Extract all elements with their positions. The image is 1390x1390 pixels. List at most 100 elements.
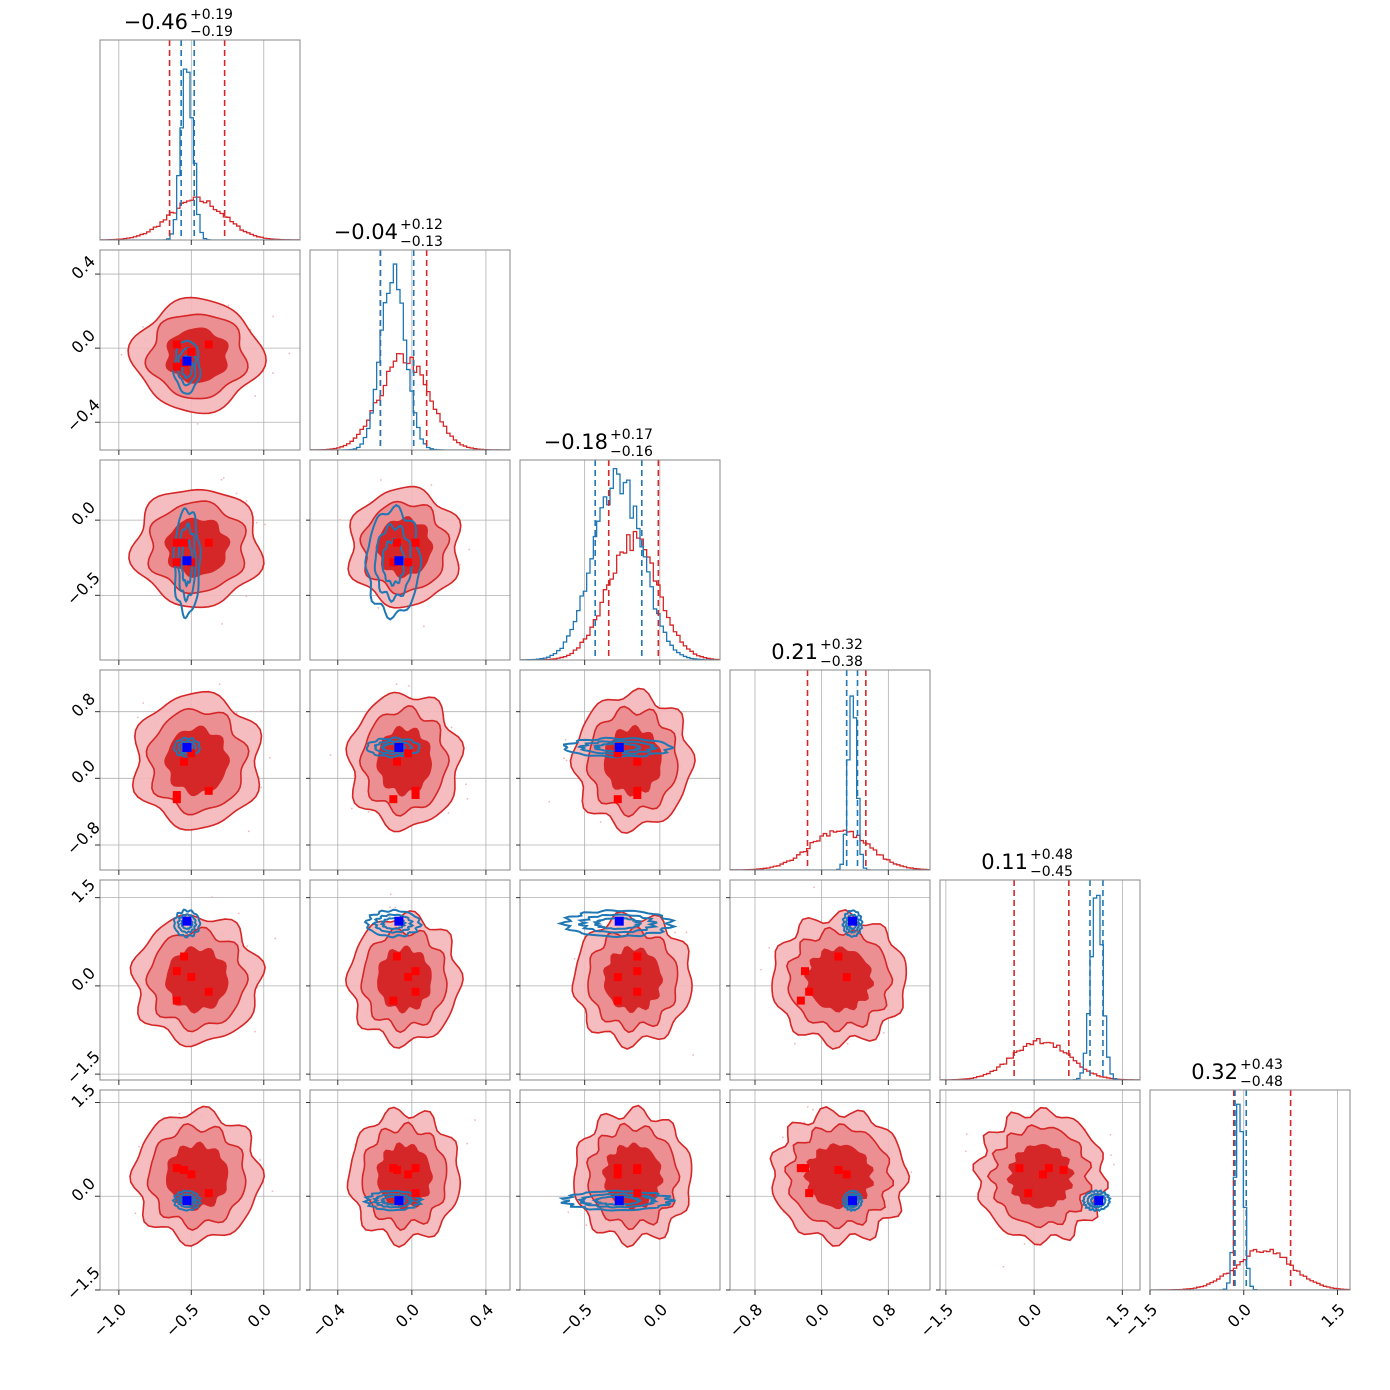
sample-point [388,915,391,918]
sample-point [235,712,238,715]
contour-panel-3-1 [306,669,511,875]
blue-truth-marker [614,916,624,926]
sample-point [264,523,266,526]
red-truth-marker [204,538,213,547]
param-title-minus: −0.45 [1030,864,1073,880]
sample-point [329,754,332,756]
sample-point [1002,1265,1005,1268]
sample-point [803,1121,806,1124]
red-truth-marker [805,1189,814,1198]
x-tick-label: 0.0 [802,1300,833,1331]
blue-contour [556,909,678,939]
red-truth-marker [204,786,213,795]
sample-point [338,518,341,521]
panel-frame [99,459,301,661]
sample-point [466,798,469,800]
sample-point [274,937,277,940]
panel-frame [519,459,721,661]
panel-content [100,670,300,870]
red-truth-marker [393,757,402,766]
sample-point [474,1119,476,1121]
sample-point [269,756,271,759]
param-title-plus: +0.17 [610,427,653,443]
sample-point [179,1082,181,1084]
sample-point [685,931,688,934]
y-tick-label: 0.0 [68,326,99,357]
contour-panel-1-0: −0.4 0.0 0.4 [63,249,301,455]
red-truth-marker [187,347,196,356]
sample-point [221,623,223,625]
red-truth-marker [187,749,196,758]
contour-panel-5-1: −0.4 0.0 0.4 [306,1089,511,1341]
param-title-plus: +0.32 [820,637,863,653]
y-tick-label: −0.8 [63,818,104,859]
param-title-plus: +0.43 [1240,1057,1283,1073]
panel-content [310,250,510,450]
sample-point [271,1190,274,1193]
panel-frame [1149,1089,1351,1291]
sample-point [136,716,139,719]
sample-point [288,352,291,355]
red-truth-marker [633,952,642,961]
red-truth-marker [796,1164,805,1173]
red-truth-marker [411,1164,420,1173]
sample-point [468,548,471,551]
red-histogram [520,530,720,660]
sample-point [377,607,380,609]
red-truth-marker [613,1170,622,1179]
param-title: −0.18 [544,430,608,454]
sample-point [227,304,230,307]
blue-contour [576,913,659,934]
red-truth-marker [172,340,181,349]
sample-point [142,326,144,328]
red-truth-marker [842,1170,851,1179]
red-truth-marker [613,795,622,804]
panel-frame [309,669,511,871]
red-truth-marker [411,538,420,547]
x-tick-label: 0.8 [868,1300,899,1331]
red-truth-marker [805,987,814,996]
red-truth-marker [1044,1164,1053,1173]
panel-content [730,1090,930,1290]
sample-point [394,906,397,909]
x-tick-label: −0.5 [555,1300,596,1341]
panel-content [100,40,300,240]
red-truth-marker [389,1164,398,1173]
panel-content [1150,1090,1350,1290]
sample-point [1023,1243,1026,1245]
red-truth-marker [411,987,420,996]
blue-contour [1086,1192,1107,1210]
y-tick-label: −0.5 [63,568,104,609]
sample-point [245,500,248,502]
blue-truth-marker [394,916,404,926]
panel-frame [939,879,1141,1081]
histogram-panel-5: 0.32 +0.43−0.48 −1.5 0.0 1.5 [1120,1057,1351,1341]
blue-truth-marker [394,743,404,752]
red-histogram [100,196,300,240]
param-title: 0.32 [1191,1060,1238,1084]
sample-point [1112,1163,1115,1166]
red-truth-marker [180,538,189,547]
y-tick-label: 0.0 [68,1174,99,1205]
blue-contour [363,908,423,939]
red-truth-marker [172,362,181,371]
blue-contour [844,1192,861,1210]
red-truth-marker [180,1166,189,1174]
sample-point [255,521,258,524]
sample-point [768,946,771,949]
x-tick-label: −0.5 [162,1300,203,1341]
red-truth-marker [404,973,413,982]
sample-point [389,893,392,896]
blue-contour [562,736,675,759]
param-title-minus: −0.16 [610,444,653,460]
blue-contour [173,908,202,939]
red-contour [804,946,874,1013]
sample-point [134,1212,137,1215]
sample-point [272,372,274,374]
sample-point [367,810,370,813]
red-truth-marker [613,1164,622,1173]
sample-point [564,739,567,741]
red-truth-marker [613,749,622,758]
red-truth-marker [204,340,213,349]
